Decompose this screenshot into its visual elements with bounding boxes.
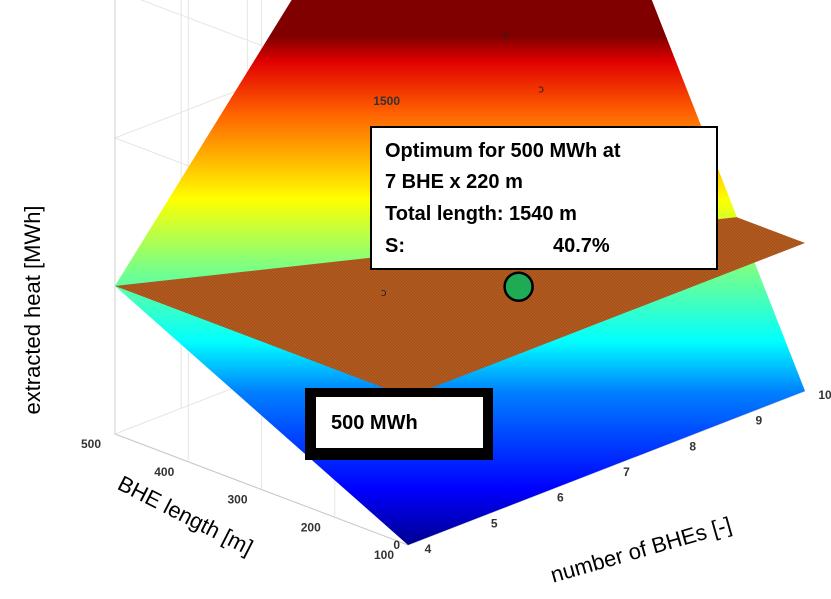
x-tick-label: 8 (689, 439, 696, 453)
y-tick-label: 400 (154, 465, 174, 479)
x-tick-label: 6 (557, 491, 564, 505)
y-tick-label: 500 (81, 437, 101, 451)
z-tick-label: 1500 (373, 94, 400, 108)
x-tick-labels: 4 5 6 7 8 9 10 (425, 388, 831, 556)
y-tick-labels: 100 200 300 400 500 (81, 437, 394, 562)
y-tick-label: 100 (374, 548, 394, 562)
x-tick-label: 7 (623, 465, 630, 479)
y-tick-label: 300 (227, 493, 247, 507)
z-tick-label: 0 (393, 538, 400, 552)
annotation-line-3: Total length: 1540 m (385, 203, 577, 225)
annotation-line-2: 7 BHE x 220 m (385, 171, 523, 193)
x-tick-label: 9 (755, 414, 762, 428)
plane-label-text: 500 MWh (331, 412, 418, 434)
optimum-annotation-box: Optimum for 500 MWh at 7 BHE x 220 m Tot… (370, 126, 718, 270)
x-axis-label: number of BHEs [-] (548, 512, 735, 588)
annotation-line-1: Optimum for 500 MWh at (385, 140, 621, 162)
x-tick-label: 10 (818, 388, 831, 402)
x-tick-label: 5 (491, 516, 498, 530)
z-axis-label: extracted heat [MWh] (20, 205, 45, 414)
axis-line-y (114, 433, 409, 546)
annotation-s-label: S: (385, 235, 405, 257)
annotation-box-bg (370, 126, 718, 270)
plane-label-box-bg (316, 397, 483, 448)
contour-mark: ɔ (502, 29, 508, 42)
y-axis-label: BHE length [m] (114, 471, 257, 560)
contour-mark: ɔ (538, 83, 544, 96)
y-tick-label: 200 (301, 520, 321, 534)
plane-label-box: 500 MWh (305, 388, 493, 460)
optimum-point (503, 271, 534, 302)
annotation-s-value: 40.7% (553, 235, 610, 257)
x-tick-label: 4 (425, 542, 432, 556)
contour-mark: ɔ (381, 286, 387, 299)
